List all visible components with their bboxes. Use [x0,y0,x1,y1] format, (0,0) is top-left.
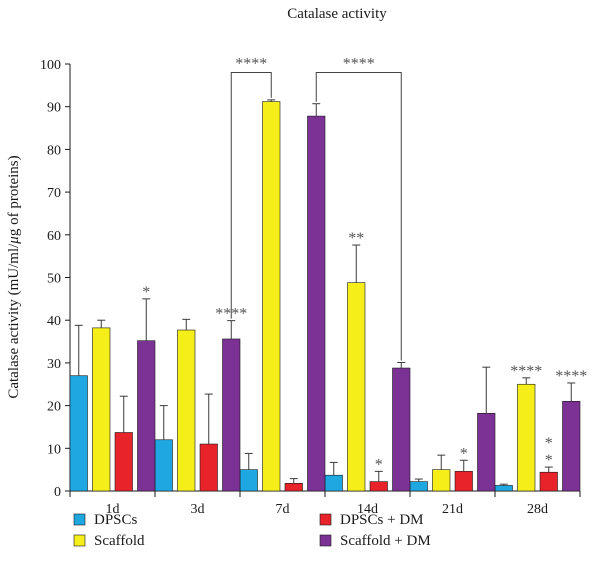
legend-swatch [319,534,332,547]
bar [409,481,428,492]
y-tick-label: 80 [47,143,61,158]
bar [262,101,281,492]
y-tick-label: 60 [47,229,61,244]
legend-label: Scaffold + DM [340,533,431,549]
y-axis-label-part-1: Catalase activity (mU/ml/ [6,243,22,399]
bar [137,340,156,492]
chart-title: Catalase activity [287,6,387,22]
bar [307,115,326,492]
bar [239,469,258,492]
significance-label: * [545,435,553,452]
x-tick-label: 1d [106,502,120,517]
bracket-significance-label: **** [343,56,375,73]
bar [517,383,536,492]
y-tick-label: 10 [47,442,61,457]
significance-label: * [460,445,468,462]
bar [324,474,343,492]
significance-label: **** [510,363,542,380]
legend-label: DPSCs [94,512,138,528]
y-tick-label: 50 [47,272,61,287]
x-tick-label: 21d [442,502,463,517]
comparison-bracket [315,72,402,361]
x-tick-label: 28d [527,502,548,517]
bar [284,483,303,492]
bar [369,481,388,492]
bar [477,412,496,492]
significance-label: * [375,456,383,473]
y-tick-label: 20 [47,400,61,415]
x-tick-label: 3d [191,502,205,517]
bracket-significance-label: **** [235,56,267,73]
y-tick-label: 70 [47,186,61,201]
bar [154,439,173,492]
legend-swatch [319,513,332,526]
bar [222,338,241,492]
y-tick-label: 100 [40,58,61,73]
x-tick-label: 7d [276,502,290,517]
legend-swatch [73,534,86,547]
y-axis-label-mu: μ [6,236,22,245]
comparison-bracket [230,72,272,319]
bar [539,471,558,492]
bar [432,469,451,492]
significance-label: **** [555,368,587,385]
significance-label: * [545,452,553,469]
legend-swatch [73,513,86,526]
y-tick-label: 30 [47,357,61,372]
bar [114,432,133,492]
bar [92,327,111,492]
y-axis-label-part-2: g of proteins) [6,155,22,236]
bar [392,367,411,492]
bar [494,485,513,492]
legend-label: DPSCs + DM [340,512,424,528]
legend: DPSCs DPSCs + DM Scaffold Scaffold + DM [73,512,431,549]
y-axis-label: Catalase activity (mU/ml/μg of proteins) [6,155,22,398]
x-tick-label: 14d [357,502,378,517]
significance-label: * [142,284,150,301]
y-tick-label: 0 [54,485,61,500]
bar [199,443,218,492]
bar [69,375,88,492]
bar [177,329,196,492]
y-tick-label: 40 [47,314,61,329]
y-tick-label: 90 [47,101,61,116]
bar [454,471,473,492]
bar [562,401,581,492]
bar [347,282,366,492]
legend-label: Scaffold [94,533,145,549]
significance-label: ** [348,230,364,247]
